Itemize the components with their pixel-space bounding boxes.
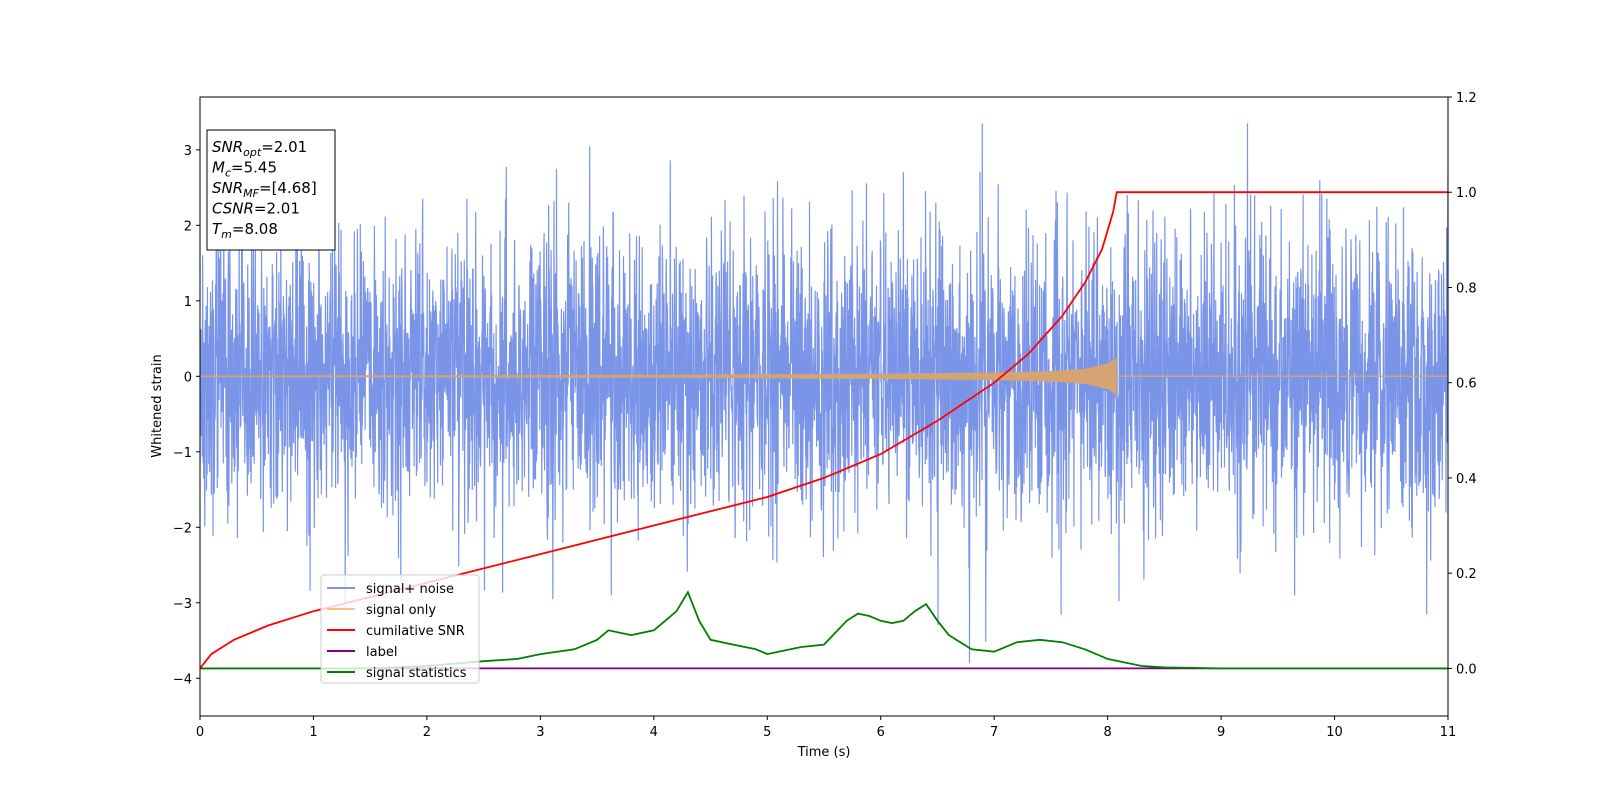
x-tick-label: 7 <box>990 725 998 740</box>
info-line: CSNR=2.01 <box>212 200 300 218</box>
axes-frame <box>199 96 1449 717</box>
info-value: =2.01 <box>254 200 300 218</box>
x-tick-label: 5 <box>763 725 771 740</box>
info-subscript: c <box>225 167 231 180</box>
info-symbol: T <box>212 220 223 238</box>
y-tick-label: 2 <box>184 219 192 234</box>
x-tick-label: 9 <box>1217 725 1225 740</box>
y-tick-label: 1 <box>184 295 192 310</box>
y-tick-label: 3 <box>184 144 192 159</box>
y-right-tick-label: 0.2 <box>1456 567 1477 582</box>
legend-label: signal only <box>366 603 436 618</box>
legend-label: label <box>366 645 397 660</box>
info-box: SNRopt=2.01Mc=5.45SNRMF=[4.68]CSNR=2.01T… <box>206 129 336 251</box>
legend-label: signal+ noise <box>366 582 454 597</box>
info-symbol: CSNR <box>212 200 254 218</box>
legend-label: signal statistics <box>366 666 467 681</box>
x-tick-label: 10 <box>1326 725 1343 740</box>
info-symbol: M <box>212 159 225 177</box>
y-tick-label: −2 <box>173 521 192 536</box>
info-line: Mc=5.45 <box>212 159 277 180</box>
y-axis-label: Whitened strain <box>150 354 165 457</box>
series-signal-statistics-line <box>200 590 1448 670</box>
y-tick-label: −3 <box>173 597 192 612</box>
info-value: =[4.68] <box>259 179 317 197</box>
y-tick-label: −4 <box>173 672 192 687</box>
legend-frame <box>320 574 480 684</box>
y-right-tick-label: 1.0 <box>1456 186 1477 201</box>
y-right-tick-label: 0.0 <box>1456 662 1477 677</box>
y-right-tick-label: 0.6 <box>1456 377 1477 392</box>
y-right-tick-label: 1.2 <box>1456 91 1477 106</box>
info-line: SNRopt=2.01 <box>212 138 307 159</box>
y-tick-label: 0 <box>184 370 192 385</box>
y-tick-label: −1 <box>173 446 192 461</box>
x-tick-label: 4 <box>650 725 658 740</box>
x-tick-label: 0 <box>196 725 204 740</box>
y-axis-left: −4 −3 −2 −1 0 1 2 3 <box>173 144 200 687</box>
x-tick-label: 8 <box>1103 725 1111 740</box>
info-line: SNRMF=[4.68] <box>212 179 317 200</box>
x-tick-label: 1 <box>309 725 317 740</box>
y-right-tick-label: 0.4 <box>1456 472 1477 487</box>
x-tick-label: 11 <box>1440 725 1457 740</box>
info-value: =8.08 <box>232 220 278 238</box>
info-symbol: SNR <box>212 179 243 197</box>
series-signal-noise-line <box>200 123 1448 664</box>
info-value: =2.01 <box>261 138 307 156</box>
legend: signal+ noise signal only cumilative SNR la… <box>320 574 480 684</box>
x-tick-label: 6 <box>877 725 885 740</box>
info-box-frame <box>206 129 336 251</box>
info-value: =5.45 <box>231 159 277 177</box>
x-tick-label: 2 <box>423 725 431 740</box>
info-line: Tm=8.08 <box>212 220 278 241</box>
info-subscript: MF <box>243 187 259 200</box>
x-axis: 0 1 2 3 4 5 6 7 8 9 10 11 <box>196 716 1456 740</box>
info-subscript: opt <box>243 146 262 159</box>
info-subscript: m <box>221 228 232 241</box>
legend-label: cumilative SNR <box>366 624 465 639</box>
y-right-tick-label: 0.8 <box>1456 281 1477 296</box>
x-axis-label: Time (s) <box>797 745 851 760</box>
x-tick-label: 3 <box>536 725 544 740</box>
y-axis-right: 0.0 0.2 0.4 0.6 0.8 1.0 1.2 <box>1448 91 1477 677</box>
info-symbol: SNR <box>212 138 243 156</box>
